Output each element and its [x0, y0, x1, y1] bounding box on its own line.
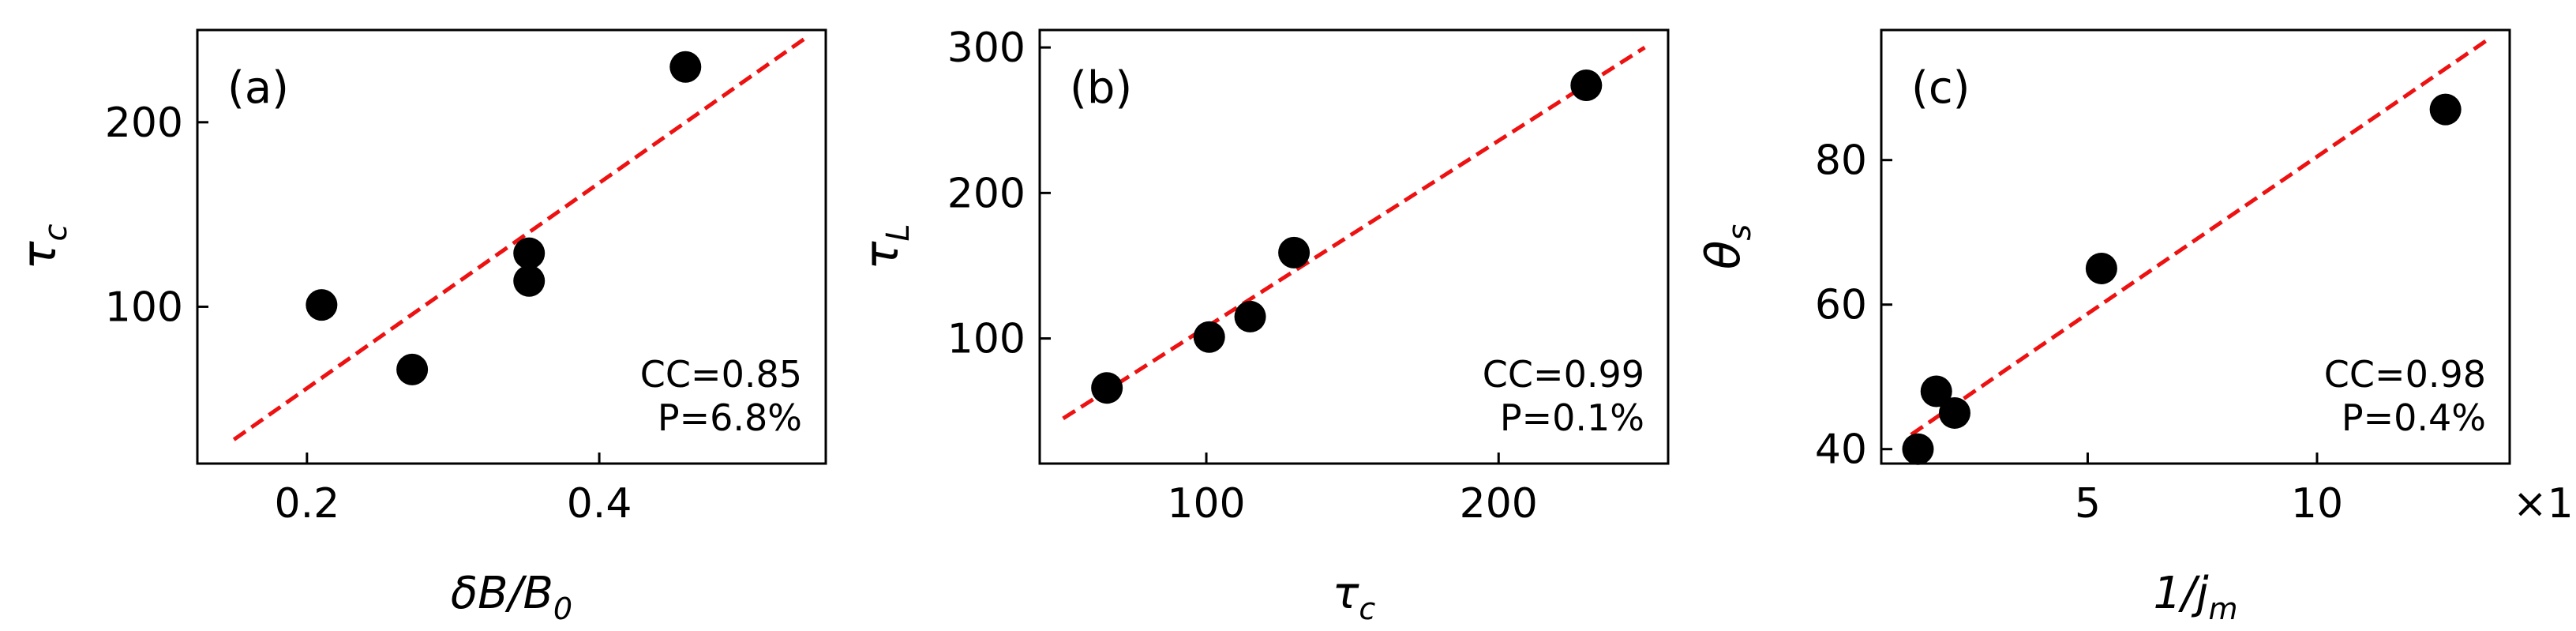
panel-label: (c) — [1911, 62, 1970, 114]
p-value: P=0.1% — [1500, 396, 1644, 439]
panel-3: 5 10 40 60 80 (c) CC=0.98P=0.4% 1/jm θs ×10−4 — [1696, 28, 2576, 626]
y-tick-label: 60 — [1815, 282, 1867, 329]
x-axis-multiplier-main: ×10 — [2513, 480, 2576, 528]
data-point — [1091, 372, 1123, 404]
data-point — [2429, 93, 2462, 126]
data-point — [669, 51, 702, 83]
fit-line — [1910, 36, 2493, 437]
x-axis-label: 1/jm — [2153, 568, 2237, 626]
y-axis-label-main: θ — [1696, 241, 1751, 270]
p-value: P=0.4% — [2342, 396, 2486, 439]
correlation-coefficient: CC=0.98 — [2324, 353, 2486, 396]
x-axis-label-main: δB/B — [451, 568, 553, 619]
panel-1: 0.2 0.4 100 200 (a) CC=0.85P=6.8% δB/B0 τc — [12, 28, 827, 626]
y-axis-label-subscript: L — [880, 223, 917, 241]
data-point — [513, 265, 546, 297]
axes-frame — [1880, 28, 2511, 465]
data-point — [1920, 375, 1952, 408]
x-tick-label: 0.2 — [274, 480, 339, 528]
data-point — [1570, 69, 1603, 102]
y-axis-label: τL — [854, 223, 917, 269]
x-tick-label: 10 — [2291, 480, 2343, 528]
y-axis-label-subscript: s — [1722, 224, 1758, 241]
axes-frame — [1038, 28, 1670, 465]
data-point — [1193, 321, 1225, 353]
x-tick-label: 0.4 — [567, 480, 632, 528]
data-point — [513, 237, 546, 269]
x-tick-label: 100 — [1167, 480, 1245, 528]
x-axis-label: δB/B0 — [451, 568, 572, 626]
y-axis-label: θs — [1696, 224, 1758, 270]
x-axis-label-main: 1/j — [2153, 568, 2208, 619]
x-tick-label: 5 — [2075, 480, 2101, 528]
panel-label: (b) — [1070, 62, 1132, 114]
y-tick-label: 200 — [105, 100, 183, 147]
y-tick-label: 200 — [947, 170, 1026, 217]
panel-label: (a) — [227, 62, 289, 114]
x-axis-multiplier: ×10−4 — [2513, 472, 2576, 528]
data-point — [1902, 433, 1934, 465]
fit-line — [232, 37, 805, 441]
data-point — [1234, 300, 1266, 332]
axes-frame — [196, 28, 827, 465]
y-tick-label: 300 — [947, 24, 1026, 72]
x-axis-label-subscript: 0 — [553, 592, 572, 626]
x-axis-label-subscript: c — [1359, 592, 1375, 626]
data-point — [2085, 252, 2117, 284]
x-axis-label-main: τ — [1333, 568, 1359, 619]
data-point — [1938, 396, 1970, 429]
correlation-coefficient: CC=0.99 — [1483, 353, 1644, 396]
x-axis-label: τc — [1333, 568, 1376, 626]
y-tick-label: 100 — [105, 284, 183, 331]
y-axis-label: τc — [12, 223, 74, 269]
y-tick-label: 40 — [1815, 426, 1867, 474]
y-tick-label: 100 — [947, 316, 1026, 363]
y-axis-label-subscript: c — [38, 223, 74, 241]
data-point — [306, 289, 338, 321]
fit-line — [1062, 45, 1646, 420]
p-value: P=6.8% — [658, 396, 802, 439]
data-point — [1278, 236, 1310, 269]
correlation-coefficient: CC=0.85 — [640, 353, 802, 396]
y-axis-label-main: τ — [12, 241, 67, 270]
data-point — [396, 353, 429, 385]
x-tick-label: 200 — [1460, 480, 1538, 528]
y-axis-label-main: τ — [854, 241, 909, 270]
x-axis-label-subscript: m — [2209, 592, 2238, 626]
y-tick-label: 80 — [1815, 137, 1867, 185]
